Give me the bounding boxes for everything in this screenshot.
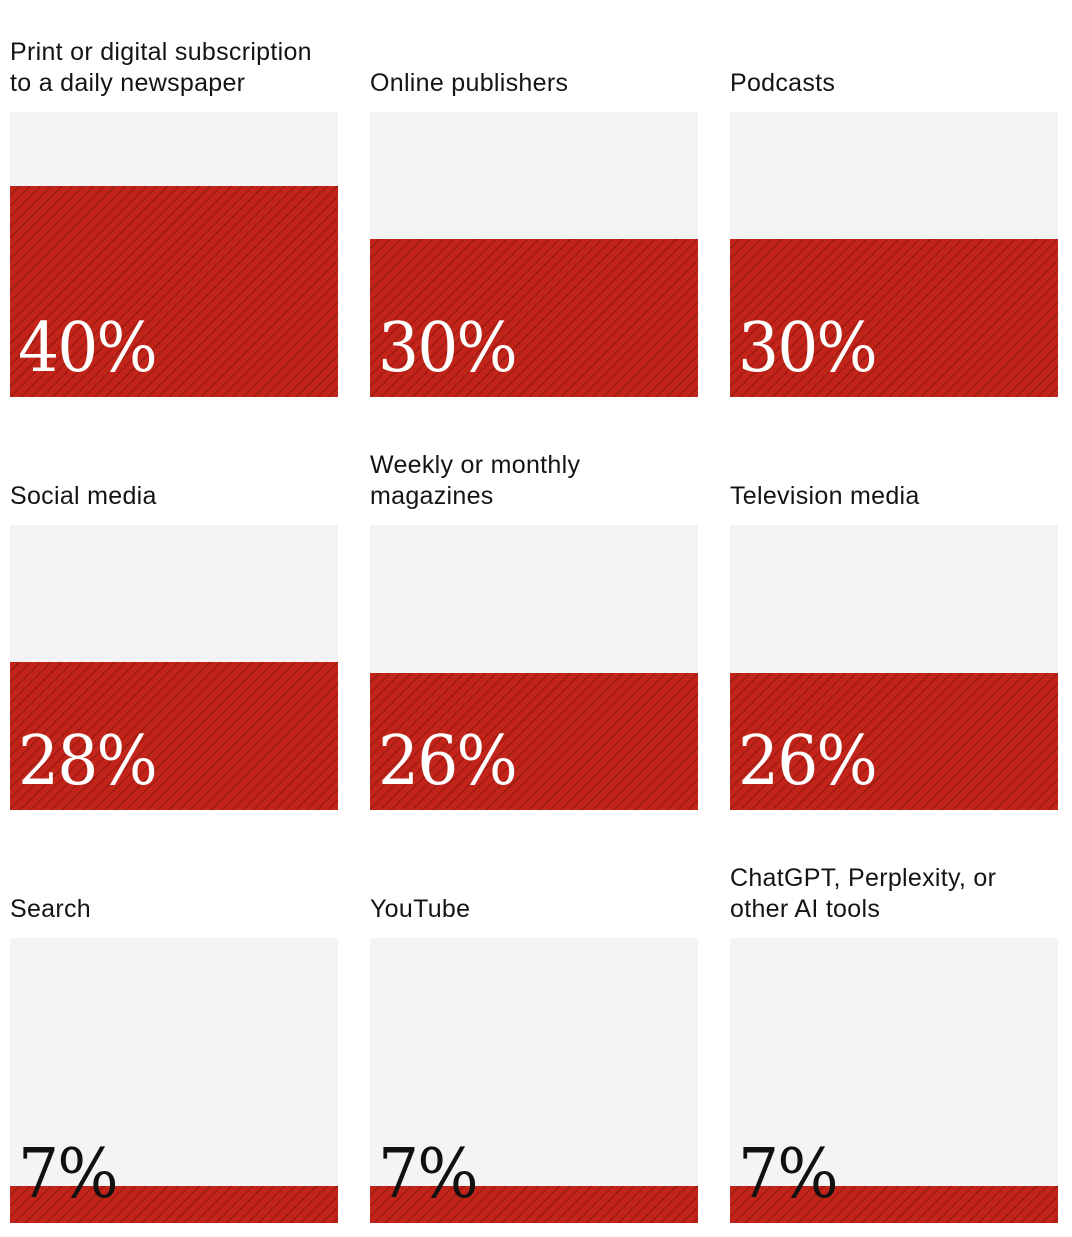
data-label: 7% <box>378 1135 479 1214</box>
category-label: Print or digital subscription to a daily… <box>10 38 312 97</box>
bar-track: 28% <box>10 525 338 810</box>
chart-cell: Television media 26% <box>730 0 1058 810</box>
bar <box>10 662 338 810</box>
bar <box>370 239 698 397</box>
bar-track: 30% <box>730 112 1058 397</box>
bar-track: 26% <box>370 525 698 810</box>
category-label: Television media <box>730 482 920 510</box>
chart-cell: Search 7% <box>10 0 338 1223</box>
bar <box>730 1186 1058 1223</box>
chart-cell: Online publishers 30% <box>370 0 698 397</box>
bar-track: 26% <box>730 525 1058 810</box>
chart-cell: ChatGPT, Perplexity, or other AI tools 7% <box>730 0 1058 1223</box>
bar <box>370 673 698 810</box>
data-label: 30% <box>738 309 878 388</box>
category-label: Weekly or monthly magazines <box>370 451 581 510</box>
category-label: Podcasts <box>730 69 836 97</box>
data-label: 7% <box>18 1135 119 1214</box>
bar <box>370 1186 698 1223</box>
chart-cell: Weekly or monthly magazines 26% <box>370 0 698 810</box>
bar <box>10 1186 338 1223</box>
bar-track: 30% <box>370 112 698 397</box>
chart-cell: YouTube 7% <box>370 0 698 1223</box>
bar <box>730 239 1058 397</box>
chart-cell: Print or digital subscription to a daily… <box>10 0 338 397</box>
data-label: 30% <box>378 309 518 388</box>
bar-track: 7% <box>10 938 338 1223</box>
category-label: YouTube <box>370 895 471 923</box>
bar <box>730 673 1058 810</box>
chart-grid: Print or digital subscription to a daily… <box>10 0 1058 1237</box>
chart-cell: Social media 28% <box>10 0 338 810</box>
category-label: ChatGPT, Perplexity, or other AI tools <box>730 864 997 923</box>
bar <box>10 186 338 397</box>
category-label: Social media <box>10 482 157 510</box>
bar-track: 40% <box>10 112 338 397</box>
bar-track: 7% <box>370 938 698 1223</box>
bar-track: 7% <box>730 938 1058 1223</box>
data-label: 7% <box>738 1135 839 1214</box>
category-label: Online publishers <box>370 69 569 97</box>
data-label: 26% <box>378 722 518 801</box>
data-label: 40% <box>18 309 158 388</box>
data-label: 28% <box>18 722 158 801</box>
category-label: Search <box>10 895 92 923</box>
chart-cell: Podcasts 30% <box>730 0 1058 397</box>
data-label: 26% <box>738 722 878 801</box>
